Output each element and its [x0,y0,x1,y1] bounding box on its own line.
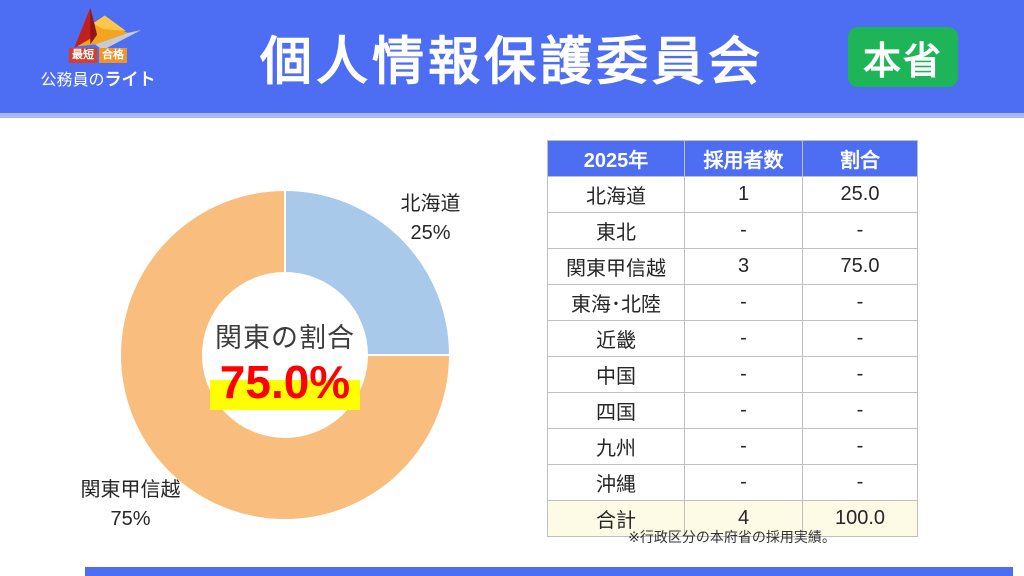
table-total-row: 合計 4 100.0 [547,500,918,537]
table-row: 北海道 1 25.0 [547,176,918,213]
table-cell: - [802,464,918,501]
recruit-table: 2025年 採用者数 割合 北海道 1 25.0 東北 - - 関東甲信越 3 75.0 東海･北陸 -… [547,140,918,537]
table-cell: 東海･北陸 [547,284,685,321]
table-row: 関東甲信越 3 75.0 [547,248,918,285]
table-row: 近畿 - - [547,320,918,357]
table-cell: 沖縄 [547,464,685,501]
table-cell: 関東甲信越 [547,248,685,285]
table-cell: 近畿 [547,320,685,357]
table-cell: - [802,320,918,357]
table-footnote: ※行政区分の本府省の採用実績。 [628,529,836,545]
donut-center-value: 75.0% [209,358,361,411]
table-cell: - [802,428,918,465]
logo-tagline: 最短 合格 [69,48,127,64]
table-cell: 中国 [547,356,685,393]
table-header-cell: 2025年 [547,140,685,177]
table-row: 沖縄 - - [547,464,918,501]
table-head-row: 2025年 採用者数 割合 [547,140,918,177]
page-title: 個人情報保護委員会 [259,33,765,92]
tagline-badge: 合格 [99,48,127,64]
table-cell: 3 [684,248,803,285]
donut-center-caption: 関東の割合 [215,323,355,353]
table-cell: - [684,356,803,393]
table-cell: - [684,212,803,249]
table-cell: - [684,428,803,465]
tagline-badge: 最短 [69,48,97,64]
brand-logo: 最短 合格 公務員のライト [28,4,168,90]
slice-label-kanto: 関東甲信越 75% [48,476,213,534]
slice-label-name: 関東甲信越 [80,479,181,501]
donut-center-text: 関東の割合 75.0% [165,316,405,411]
donut-segment-1 [119,188,452,521]
table-row: 九州 - - [547,428,918,465]
table-row: 東海･北陸 - - [547,284,918,321]
table-cell: - [802,392,918,429]
table-cell: 合計 [547,500,685,537]
table-cell: - [684,392,803,429]
table-cell: 九州 [547,428,685,465]
table-header-cell: 割合 [802,140,918,177]
table-cell: - [802,212,918,249]
table-cell: 75.0 [802,248,918,285]
slice-label-name: 北海道 [400,193,461,215]
donut-chart [119,188,452,521]
table-cell: 100.0 [802,500,918,537]
slice-label-hokkaido: 北海道 25% [368,190,493,248]
table-body: 北海道 1 25.0 東北 - - 関東甲信越 3 75.0 東海･北陸 - - 近畿 - - 中国 - - 四国 -… [547,176,918,537]
header-bar: 最短 合格 公務員のライト 個人情報保護委員会 本省 [0,0,1024,118]
table-row: 中国 - - [547,356,918,393]
mountain-swoosh-icon [73,7,142,51]
table-row: 四国 - - [547,392,918,429]
donut-segment-0 [284,188,452,356]
table-cell: - [684,464,803,501]
table-cell: 東北 [547,212,685,249]
slice-label-pct: 25% [410,222,451,244]
table-cell: - [802,356,918,393]
slice-label-pct: 75% [110,508,151,530]
table-header-cell: 採用者数 [684,140,803,177]
table-cell: 1 [684,176,803,213]
honshou-badge: 本省 [848,27,958,87]
table-cell: 25.0 [802,176,918,213]
table-cell: - [802,284,918,321]
table-cell: - [684,284,803,321]
table-row: 東北 - - [547,212,918,249]
table-cell: 四国 [547,392,685,429]
table-cell: - [684,320,803,357]
brand-name: 公務員のライト [40,70,156,90]
bottom-accent-bar [85,567,1013,576]
table-cell: 4 [684,500,803,537]
table-cell: 北海道 [547,176,685,213]
